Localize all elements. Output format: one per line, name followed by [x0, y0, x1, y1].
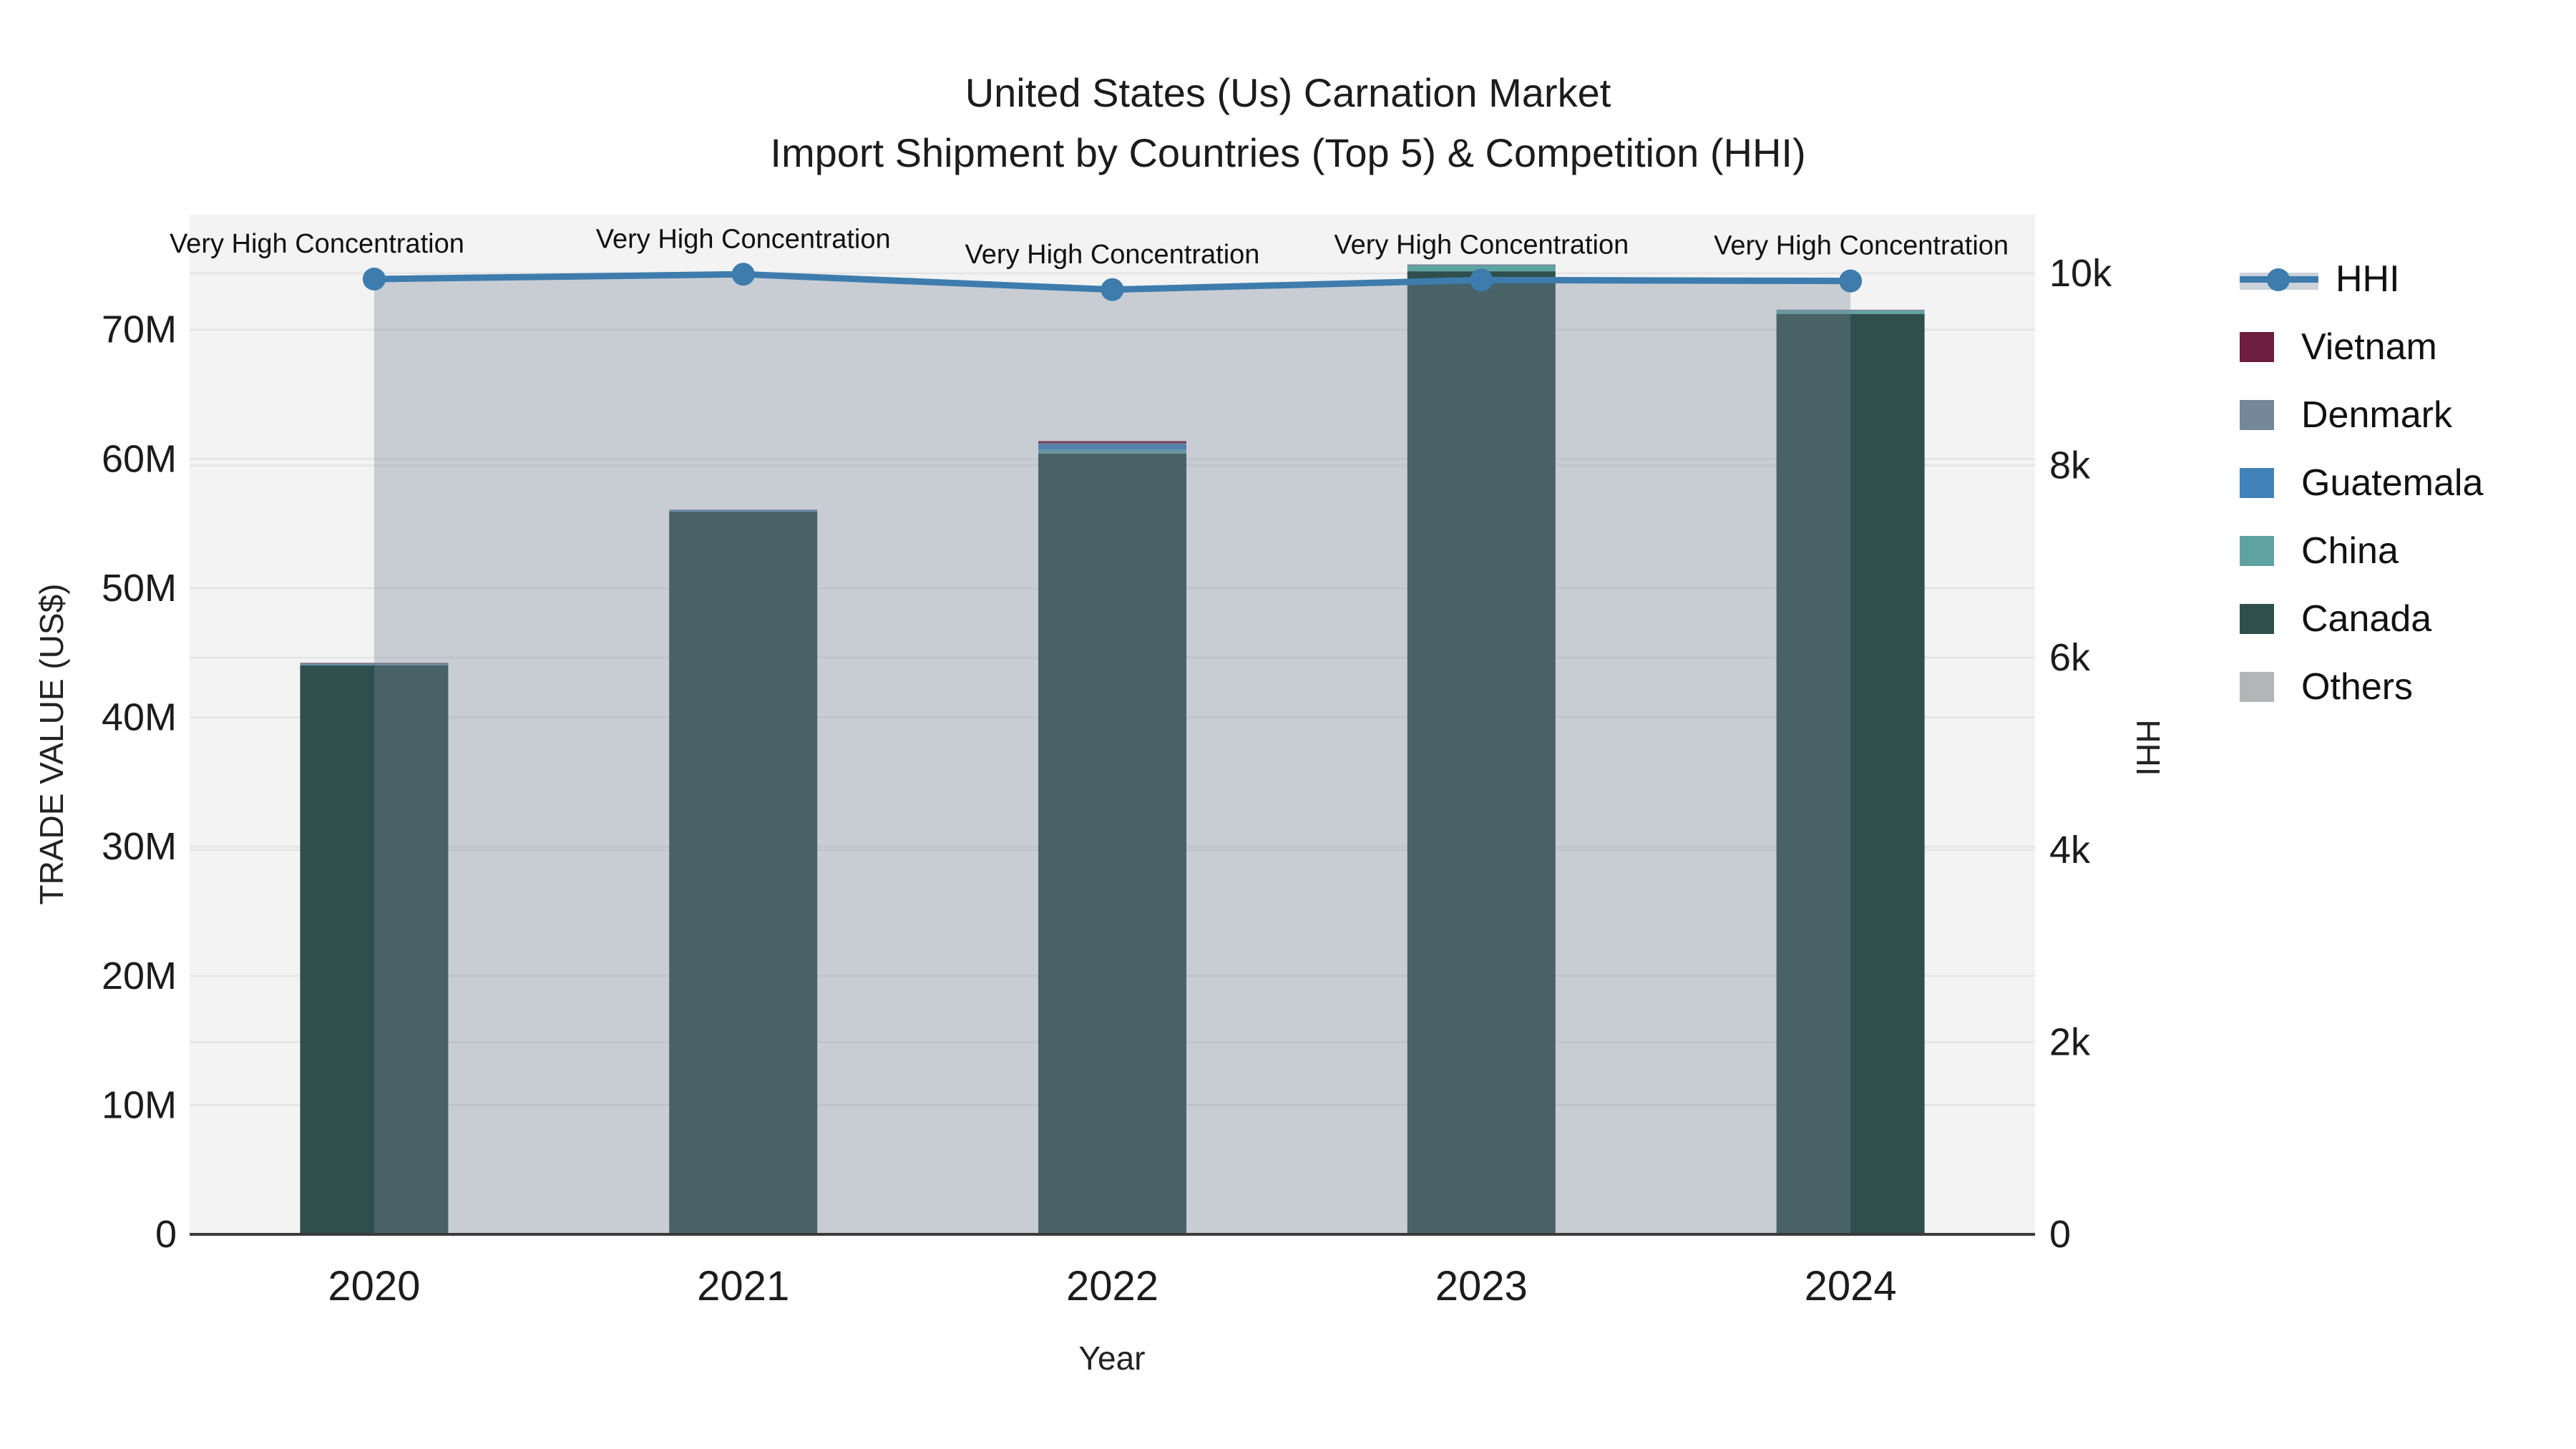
annotation: Very High Concentration: [1714, 231, 2009, 261]
legend-item-canada[interactable]: Canada: [2240, 585, 2483, 653]
bar-segment-canada: [300, 665, 449, 1234]
y2-tick-label: 2k: [2049, 1020, 2091, 1063]
legend-item-china[interactable]: China: [2240, 517, 2483, 585]
y2-tick-label: 8k: [2049, 444, 2091, 487]
y2-tick-label: 10k: [2049, 252, 2112, 295]
bar-segment-china: [1038, 449, 1186, 454]
y-tick-label: 10M: [102, 1083, 177, 1126]
hhi-marker: [1101, 278, 1124, 301]
legend-item-vietnam[interactable]: Vietnam: [2240, 313, 2483, 381]
legend-label: Others: [2301, 665, 2414, 708]
legend-swatch-icon: [2240, 671, 2274, 702]
legend-item-others[interactable]: Others: [2240, 653, 2483, 721]
x-tick-label: 2024: [1805, 1263, 1897, 1309]
y-tick-label: 0: [155, 1213, 177, 1256]
bar-segment-vietnam: [1038, 441, 1186, 444]
hhi-marker: [731, 263, 755, 286]
legend-label: China: [2301, 530, 2399, 572]
legend-label: Canada: [2301, 597, 2432, 640]
y-tick-label: 40M: [102, 696, 177, 739]
legend-label: Denmark: [2301, 394, 2452, 436]
x-axis-title: Year: [1078, 1340, 1146, 1377]
y-tick-label: 50M: [102, 567, 177, 610]
bar-segment-china: [1407, 265, 1556, 272]
y-axis-title: TRADE VALUE (US$): [33, 583, 70, 905]
bar-segment-china: [1776, 311, 1925, 314]
hhi-marker: [362, 267, 386, 291]
x-tick-label: 2022: [1066, 1263, 1158, 1309]
x-tick-label: 2023: [1435, 1263, 1528, 1309]
chart-subtitle: Import Shipment by Countries (Top 5) & C…: [770, 130, 1806, 175]
bar-segment-guatemala: [669, 510, 818, 512]
legend-swatch-icon: [2240, 331, 2274, 362]
x-tick-label: 2020: [328, 1263, 420, 1309]
x-tick-label: 2021: [697, 1263, 789, 1309]
legend: HHI Vietnam Denmark Guatemala China Canada Oth…: [2240, 245, 2483, 721]
legend-item-hhi[interactable]: HHI: [2240, 245, 2483, 313]
legend-swatch-icon: [2240, 535, 2274, 566]
legend-item-denmark[interactable]: Denmark: [2240, 381, 2483, 449]
bar-segment-canada: [1776, 313, 1925, 1234]
y-tick-label: 20M: [102, 955, 177, 997]
legend-label: Vietnam: [2301, 326, 2437, 368]
hhi-area: [374, 274, 1851, 1234]
hhi-marker: [1839, 269, 1863, 293]
bar-segment-canada: [1038, 453, 1186, 1234]
y2-tick-label: 0: [2049, 1213, 2071, 1256]
legend-item-guatemala[interactable]: Guatemala: [2240, 449, 2483, 517]
annotation: Very High Concentration: [596, 224, 891, 254]
legend-swatch-icon: [2240, 399, 2274, 430]
bar-segment-denmark: [669, 509, 818, 511]
bar-segment-guatemala: [1038, 444, 1186, 450]
y2-axis-title: HHI: [2129, 719, 2167, 776]
bar-segment-denmark: [300, 663, 449, 665]
annotation: Very High Concentration: [965, 240, 1260, 270]
y-tick-label: 30M: [102, 825, 177, 868]
legend-swatch-icon: [2240, 467, 2274, 498]
hhi-marker: [1470, 268, 1493, 292]
y-tick-label: 60M: [102, 437, 177, 480]
y-tick-label: 70M: [102, 308, 177, 351]
y2-tick-label: 4k: [2049, 829, 2091, 872]
bar-segment-canada: [1407, 271, 1556, 1234]
legend-label: HHI: [2336, 258, 2400, 300]
chart-title: United States (Us) Carnation Market: [965, 70, 1611, 115]
annotation: Very High Concentration: [1334, 230, 1629, 260]
bar-segment-canada: [669, 512, 818, 1234]
legend-label: Guatemala: [2301, 462, 2484, 504]
annotation: Very High Concentration: [170, 229, 464, 259]
hhi-legend-sample-icon: [2240, 264, 2318, 294]
legend-swatch-icon: [2240, 603, 2274, 634]
y2-tick-label: 6k: [2049, 636, 2091, 679]
